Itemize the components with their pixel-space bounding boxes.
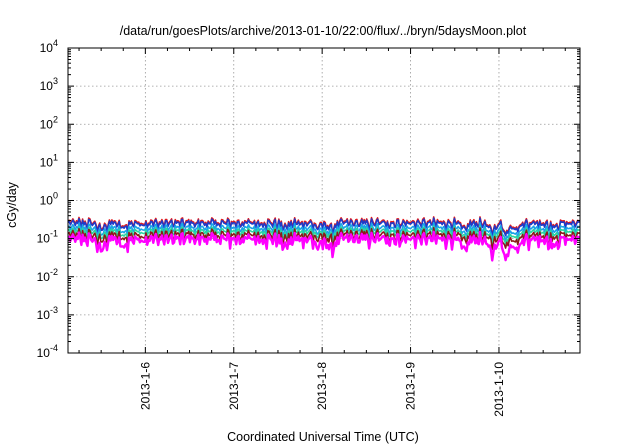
- x-tick-label: 2013-1-10: [492, 362, 506, 417]
- y-tick-label: 10-1: [37, 229, 58, 246]
- chart-title: /data/run/goesPlots/archive/2013-01-10/2…: [120, 24, 527, 38]
- series-line: [67, 225, 581, 246]
- y-tick-label: 104: [40, 38, 58, 55]
- y-tick-label: 102: [40, 114, 58, 131]
- y-tick-label: 103: [40, 76, 58, 93]
- x-axis-label: Coordinated Universal Time (UTC): [227, 430, 419, 444]
- y-tick-label: 10-2: [37, 267, 58, 284]
- x-tick-label: 2013-1-6: [138, 362, 152, 410]
- series-line: [67, 230, 581, 262]
- y-axis-label: cGy/day: [5, 181, 19, 228]
- series-line: [67, 217, 581, 238]
- x-axis: 2013-1-6 2013-1-7 2013-1-8 2013-1-9 2013-1-1…: [78, 48, 566, 417]
- x-tick-label: 2013-1-7: [227, 362, 241, 410]
- series-line: [67, 221, 581, 242]
- x-tick-label: 2013-1-8: [315, 362, 329, 410]
- x-tick-label: 2013-1-9: [404, 362, 418, 410]
- series-group: [67, 216, 581, 262]
- y-tick-label: 10-4: [37, 343, 58, 360]
- grid: [68, 48, 580, 353]
- y-tick-label: 101: [40, 152, 58, 169]
- y-tick-label: 100: [40, 191, 58, 208]
- y-tick-label: 10-3: [37, 305, 58, 322]
- y-axis: 10-4 10-3 10-2 10-1 100 101 102 103 104: [37, 38, 580, 360]
